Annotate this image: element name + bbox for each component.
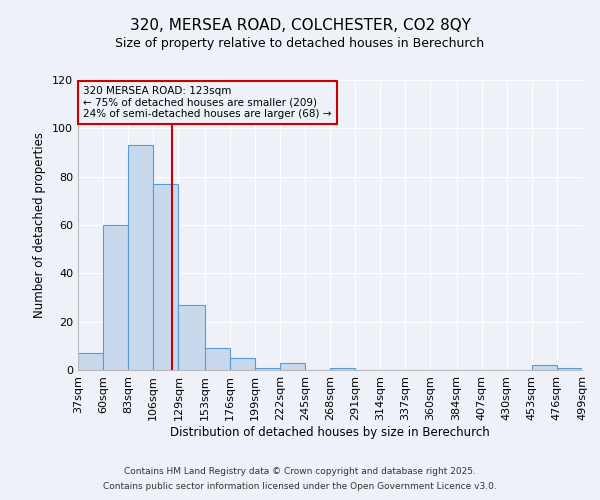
Bar xyxy=(280,363,305,370)
Bar xyxy=(255,368,280,370)
Bar xyxy=(128,145,153,370)
Bar xyxy=(557,368,582,370)
Bar xyxy=(153,184,178,370)
Bar xyxy=(532,365,557,370)
Bar xyxy=(330,368,355,370)
Bar xyxy=(103,225,128,370)
Text: 320, MERSEA ROAD, COLCHESTER, CO2 8QY: 320, MERSEA ROAD, COLCHESTER, CO2 8QY xyxy=(130,18,470,32)
X-axis label: Distribution of detached houses by size in Berechurch: Distribution of detached houses by size … xyxy=(170,426,490,438)
Text: Contains HM Land Registry data © Crown copyright and database right 2025.: Contains HM Land Registry data © Crown c… xyxy=(124,467,476,476)
Bar xyxy=(230,358,255,370)
Text: Size of property relative to detached houses in Berechurch: Size of property relative to detached ho… xyxy=(115,38,485,51)
Text: 320 MERSEA ROAD: 123sqm
← 75% of detached houses are smaller (209)
24% of semi-d: 320 MERSEA ROAD: 123sqm ← 75% of detache… xyxy=(83,86,332,119)
Bar xyxy=(178,304,205,370)
Bar xyxy=(205,348,230,370)
Y-axis label: Number of detached properties: Number of detached properties xyxy=(34,132,46,318)
Text: Contains public sector information licensed under the Open Government Licence v3: Contains public sector information licen… xyxy=(103,482,497,491)
Bar xyxy=(78,353,103,370)
